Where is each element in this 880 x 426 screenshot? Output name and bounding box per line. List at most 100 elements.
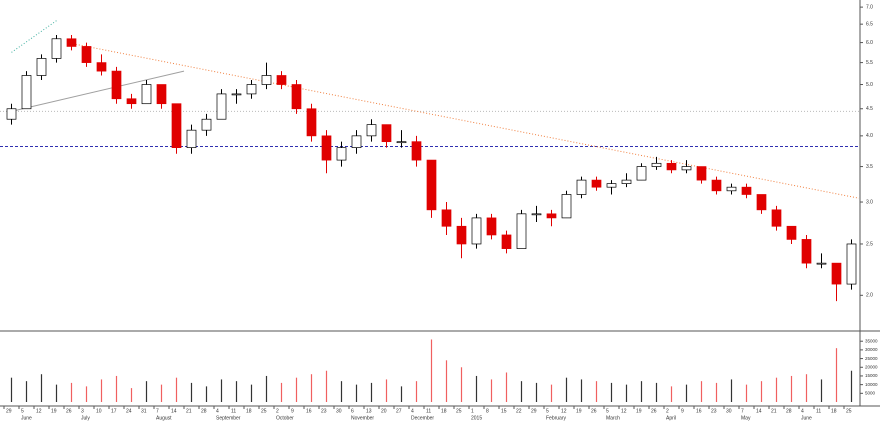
candle-body (681, 166, 692, 171)
candle-body (546, 213, 557, 219)
x-tick-label: 12 (36, 408, 42, 414)
candle-body (516, 213, 527, 249)
x-tick-label: 15 (501, 408, 507, 414)
volume-bar (775, 377, 778, 402)
x-tick-label: 18 (831, 408, 837, 414)
candle-body (111, 70, 122, 100)
volume-bar (55, 384, 58, 402)
volume-bar (130, 388, 133, 402)
x-tick-label: 9 (291, 408, 294, 414)
month-label: May (741, 415, 751, 421)
volume-tick-label: 20000 (865, 364, 878, 369)
x-tick-label: 24 (126, 408, 132, 414)
volume-bar (745, 384, 748, 402)
candle-body (636, 166, 647, 181)
trend-line (11, 70, 185, 112)
x-tick-label: 23 (321, 408, 327, 414)
candle-body (756, 194, 767, 211)
x-tick-label: 6 (351, 408, 354, 414)
volume-bar (460, 367, 463, 402)
x-tick-label: 21 (771, 408, 777, 414)
candle-body (186, 129, 197, 149)
x-tick-label: 14 (171, 408, 177, 414)
volume-bar (85, 386, 88, 402)
candle-body (126, 98, 137, 105)
candle-body (801, 239, 812, 264)
volume-bar (340, 381, 343, 402)
x-tick-label: 5 (546, 408, 549, 414)
volume-bar (655, 382, 658, 402)
candle-body (141, 84, 152, 105)
candle-body (441, 209, 452, 227)
candle-body (216, 93, 227, 120)
volume-bar (145, 381, 148, 402)
y-tick-label: 3.0 (866, 199, 873, 205)
x-tick-label: 14 (756, 408, 762, 414)
x-tick-label: 10 (96, 408, 102, 414)
x-tick-label: 27 (396, 408, 402, 414)
candle-body (426, 159, 437, 211)
month-label: April (666, 415, 676, 421)
candle-body (6, 108, 17, 120)
candle-body (321, 135, 332, 161)
volume-bar (115, 375, 118, 402)
x-tick-label: 2 (666, 408, 669, 414)
candle-body (846, 243, 857, 285)
x-tick-label: 18 (246, 408, 252, 414)
candle-body (726, 186, 737, 192)
candle-body (501, 234, 512, 249)
candle-body (576, 179, 587, 195)
volume-bar (790, 375, 793, 402)
x-tick-label: 18 (441, 408, 447, 414)
month-label: February (546, 415, 567, 421)
x-tick-label: 7 (156, 408, 159, 414)
volume-bar (175, 377, 178, 402)
x-tick-label: 30 (336, 408, 342, 414)
x-tick-label: 2 (276, 408, 279, 414)
candle-body (696, 166, 707, 181)
candle-body (36, 58, 47, 76)
volume-bar (805, 374, 808, 402)
candle-body (561, 194, 572, 219)
candle-body (396, 141, 407, 144)
volume-bar (40, 374, 43, 402)
volume-bar (625, 384, 628, 402)
x-tick-label: 25 (261, 408, 267, 414)
x-tick-label: 8 (486, 408, 489, 414)
candle-body (531, 213, 542, 216)
candle-body (336, 147, 347, 161)
volume-bar (250, 384, 253, 402)
month-label: June (801, 415, 812, 421)
volume-bar (610, 382, 613, 402)
volume-bar (190, 382, 193, 402)
candle-body (201, 118, 212, 131)
x-tick-label: 29 (6, 408, 12, 414)
volume-bar (205, 386, 208, 402)
volume-bar (490, 379, 493, 402)
volume-bar (475, 375, 478, 402)
candle-body (591, 179, 602, 188)
candle-body (741, 186, 752, 195)
volume-bar (535, 382, 538, 402)
volume-bar (730, 379, 733, 402)
candle-body (486, 217, 497, 236)
trend-line (66, 42, 860, 199)
volume-bar (325, 370, 328, 402)
x-tick-label: 4 (801, 408, 804, 414)
volume-bar (670, 386, 673, 402)
volume-bar (835, 348, 838, 402)
x-tick-label: 19 (51, 408, 57, 414)
candle-body (171, 103, 182, 149)
volume-bar (370, 382, 373, 402)
volume-bar (295, 377, 298, 402)
x-tick-label: 22 (516, 408, 522, 414)
candle-body (381, 124, 392, 143)
x-tick-label: 28 (201, 408, 207, 414)
y-tick-label: 3.5 (866, 164, 873, 170)
volume-bar (310, 374, 313, 402)
volume-bar (25, 381, 28, 402)
candle-body (261, 75, 272, 85)
month-label: November (351, 415, 374, 421)
candle-body (711, 179, 722, 192)
